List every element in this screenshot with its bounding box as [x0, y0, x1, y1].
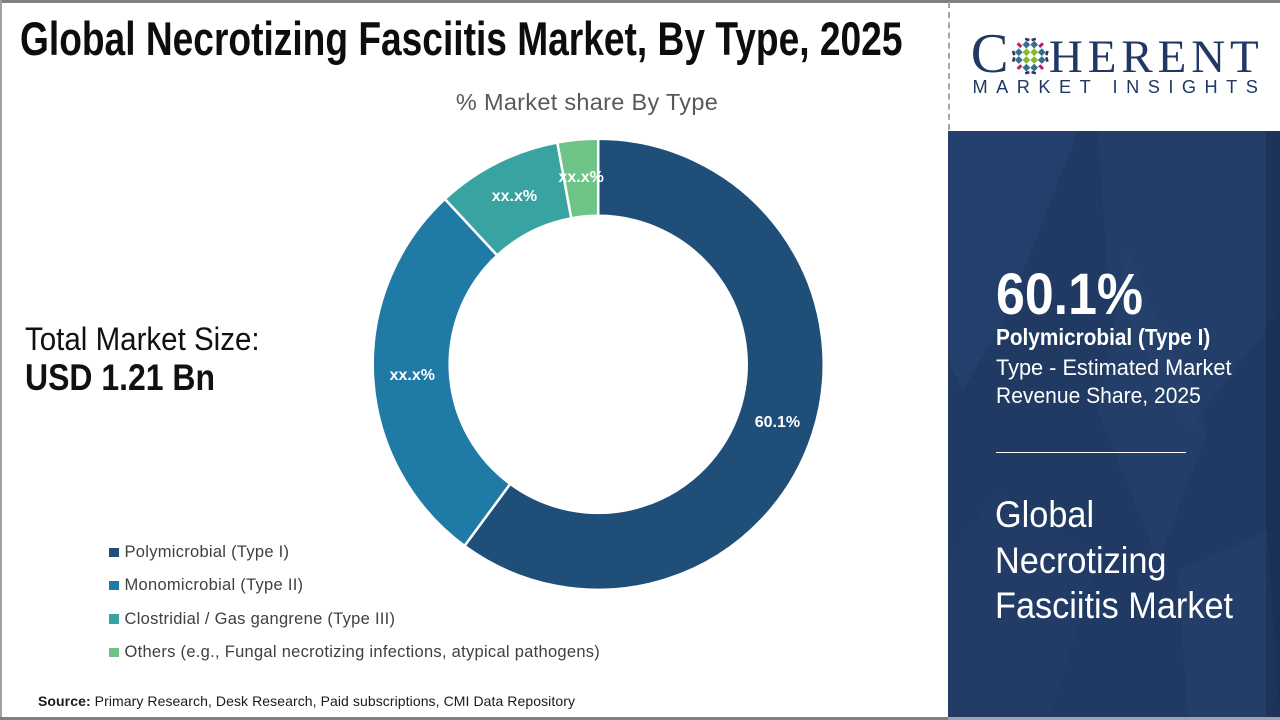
- svg-text:C: C: [971, 25, 1009, 85]
- svg-text:MARKET INSIGHTS: MARKET INSIGHTS: [973, 77, 1267, 97]
- svg-text:HERENT: HERENT: [1049, 31, 1264, 83]
